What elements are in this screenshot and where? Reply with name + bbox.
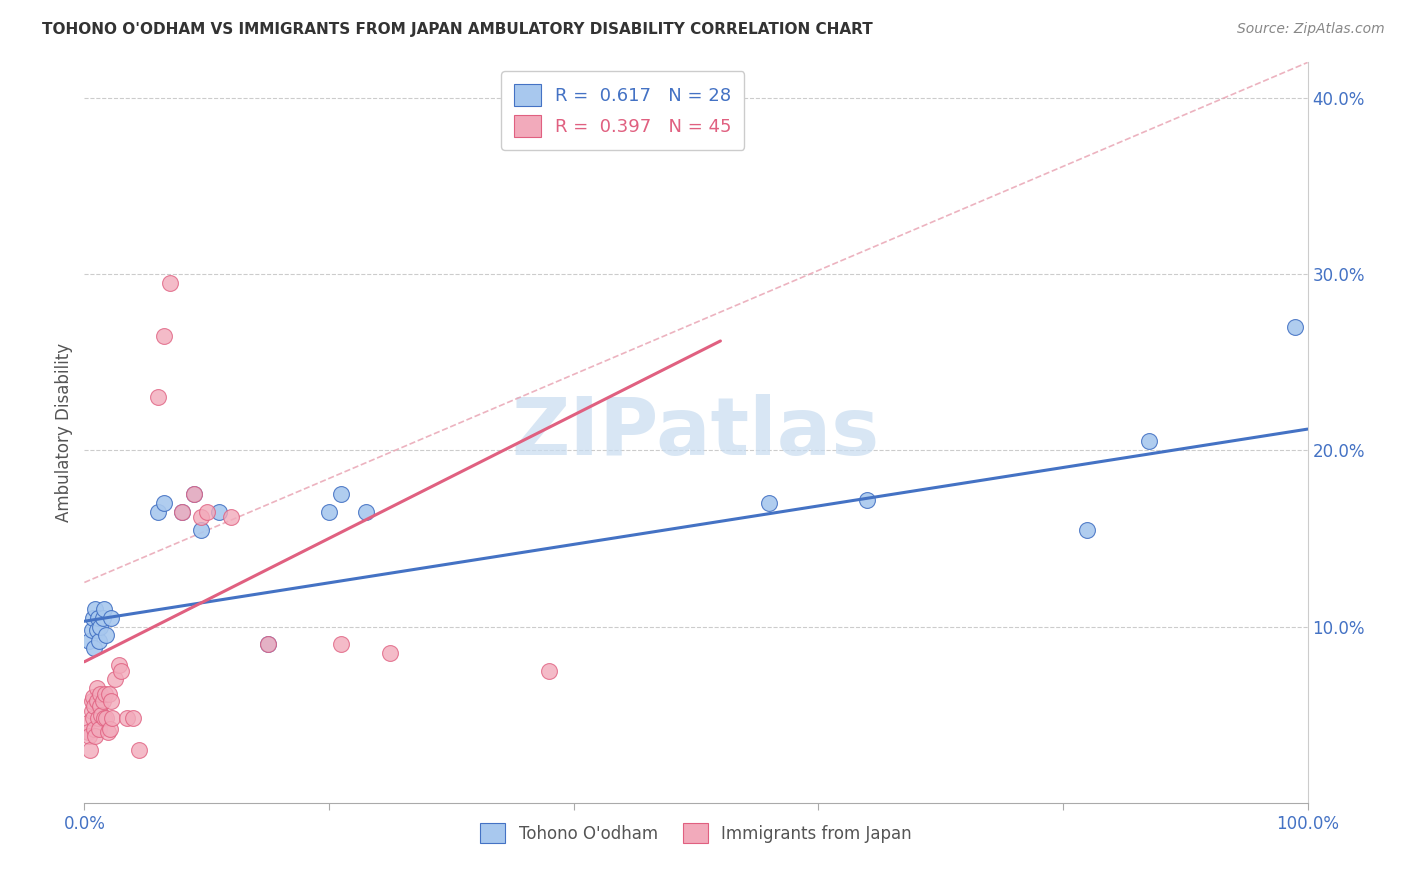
Point (183, 487, 205, 501)
Point (77, 725, 100, 739)
Point (89, 686, 111, 700)
Point (153, 328, 176, 343)
Point (257, 637, 280, 651)
Point (80, 704, 103, 718)
Point (1076, 523, 1098, 537)
Point (146, 505, 169, 519)
Point (82, 610, 104, 624)
Point (86, 623, 108, 637)
Point (101, 711, 124, 725)
Point (219, 510, 242, 524)
Text: Source: ZipAtlas.com: Source: ZipAtlas.com (1237, 22, 1385, 37)
Point (538, 664, 561, 678)
Point (93, 711, 115, 725)
Point (110, 664, 132, 678)
Point (195, 505, 218, 519)
Point (90, 707, 112, 722)
Point (83, 722, 105, 736)
Point (318, 505, 340, 519)
Point (100, 610, 122, 624)
Point (122, 711, 145, 725)
Text: TOHONO O'ODHAM VS IMMIGRANTS FROM JAPAN AMBULATORY DISABILITY CORRELATION CHART: TOHONO O'ODHAM VS IMMIGRANTS FROM JAPAN … (42, 22, 873, 37)
Y-axis label: Ambulatory Disability: Ambulatory Disability (55, 343, 73, 522)
Point (97, 725, 120, 739)
Point (87, 610, 110, 624)
Point (330, 637, 353, 651)
Point (183, 487, 205, 501)
Point (758, 496, 780, 510)
Point (330, 487, 353, 501)
Point (86, 681, 108, 696)
Point (82, 690, 104, 704)
Point (84, 729, 107, 743)
Point (153, 496, 176, 510)
Point (96, 711, 118, 725)
Point (87, 633, 110, 648)
Point (1284, 319, 1306, 334)
Point (128, 743, 150, 757)
Point (83, 640, 105, 655)
Point (87, 722, 110, 736)
Point (91, 610, 114, 624)
Point (100, 693, 122, 707)
Point (190, 523, 212, 537)
Point (159, 276, 181, 290)
Point (257, 637, 280, 651)
Point (84, 602, 107, 616)
Point (89, 698, 111, 713)
Point (380, 646, 402, 660)
Point (87, 711, 110, 725)
Point (96, 628, 118, 642)
Point (190, 510, 212, 524)
Point (104, 673, 127, 687)
Point (354, 505, 377, 519)
Point (115, 711, 138, 725)
Point (76, 716, 98, 731)
Point (80, 623, 103, 637)
Point (93, 602, 115, 616)
Point (77, 633, 100, 648)
Point (89, 619, 111, 633)
Point (91, 693, 114, 707)
Point (107, 658, 129, 673)
Point (208, 505, 231, 519)
Point (97, 686, 120, 700)
Point (856, 492, 879, 507)
Point (172, 505, 194, 519)
Point (1137, 434, 1160, 449)
Point (172, 505, 194, 519)
Point (86, 693, 108, 707)
Point (77, 729, 100, 743)
Legend: Tohono O'odham, Immigrants from Japan: Tohono O'odham, Immigrants from Japan (474, 816, 918, 850)
Text: ZIPatlas: ZIPatlas (512, 393, 880, 472)
Point (83, 698, 105, 713)
Point (98, 722, 121, 736)
Point (82, 711, 104, 725)
Point (94, 686, 117, 700)
Point (80, 693, 103, 707)
Point (79, 743, 101, 757)
Point (146, 390, 169, 404)
